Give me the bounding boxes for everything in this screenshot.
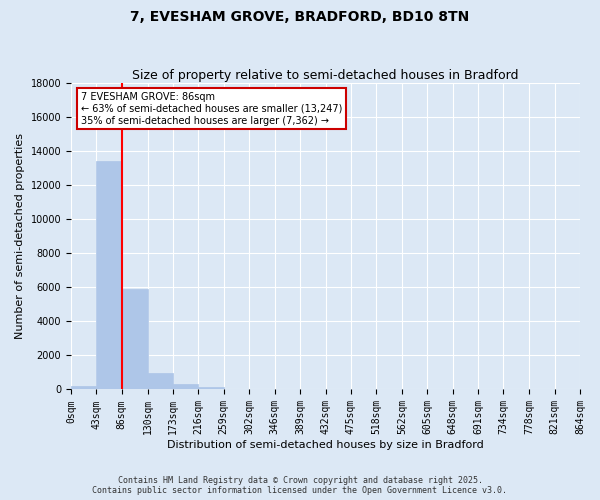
Bar xyxy=(198,387,224,390)
Bar xyxy=(71,386,97,390)
Text: 7 EVESHAM GROVE: 86sqm
← 63% of semi-detached houses are smaller (13,247)
35% of: 7 EVESHAM GROVE: 86sqm ← 63% of semi-det… xyxy=(81,92,343,126)
Bar xyxy=(148,374,173,390)
Y-axis label: Number of semi-detached properties: Number of semi-detached properties xyxy=(15,134,25,340)
Bar xyxy=(97,162,122,390)
Text: 7, EVESHAM GROVE, BRADFORD, BD10 8TN: 7, EVESHAM GROVE, BRADFORD, BD10 8TN xyxy=(130,10,470,24)
Title: Size of property relative to semi-detached houses in Bradford: Size of property relative to semi-detach… xyxy=(132,69,519,82)
Bar xyxy=(173,384,198,390)
Bar xyxy=(122,289,148,390)
Text: Contains HM Land Registry data © Crown copyright and database right 2025.
Contai: Contains HM Land Registry data © Crown c… xyxy=(92,476,508,495)
X-axis label: Distribution of semi-detached houses by size in Bradford: Distribution of semi-detached houses by … xyxy=(167,440,484,450)
